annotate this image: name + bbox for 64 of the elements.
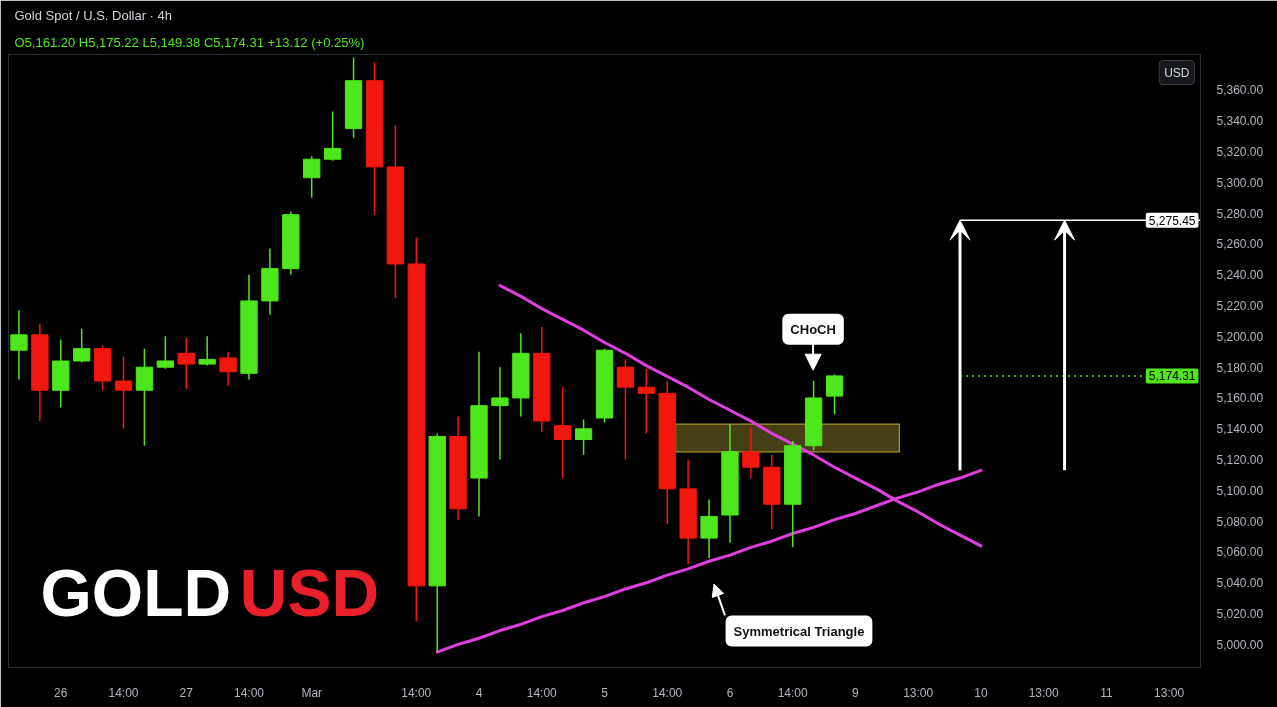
chart-title: Gold Spot / U.S. Dollar · 4h — [14, 7, 173, 23]
y-tick-label: 5,080.00 — [1216, 514, 1264, 529]
candlestick — [156, 335, 174, 370]
y-tick-label: 5,020.00 — [1216, 607, 1264, 622]
x-tick-label: 14:00 — [652, 685, 683, 700]
annotation: Symmetrical Triangle — [733, 623, 865, 639]
candlestick — [73, 327, 91, 364]
y-tick-label: 5,260.00 — [1216, 237, 1264, 252]
x-tick-label: 6 — [726, 685, 734, 700]
x-tick-label: 10 — [974, 685, 988, 700]
y-tick-label: 5,060.00 — [1216, 545, 1264, 560]
y-tick-label: 5,100.00 — [1216, 483, 1264, 498]
x-tick-label: 13:00 — [1028, 685, 1059, 700]
y-tick-label: 5,340.00 — [1216, 114, 1264, 129]
candlestick — [303, 155, 321, 199]
candlestick — [700, 498, 718, 559]
candlestick — [198, 335, 216, 367]
x-tick-label: 9 — [852, 685, 860, 700]
x-tick-label: 5 — [601, 685, 609, 700]
candlestick — [135, 347, 154, 447]
ref-line-label: 5,174.31 — [1148, 369, 1196, 384]
y-tick-label: 5,220.00 — [1216, 299, 1264, 314]
y-tick-label: 5,120.00 — [1216, 453, 1264, 468]
x-tick-label: 13:00 — [1154, 685, 1185, 700]
x-tick-label: 26 — [54, 685, 68, 700]
x-tick-label: 27 — [179, 685, 194, 700]
candlestick — [574, 418, 593, 456]
y-tick-label: 5,320.00 — [1216, 145, 1264, 160]
candlestick — [616, 358, 635, 461]
ref-line-label: 5,275.45 — [1148, 213, 1196, 228]
annotation: GOLD — [40, 555, 232, 630]
y-tick-label: 5,000.00 — [1216, 637, 1264, 652]
candlestick — [219, 351, 237, 387]
x-tick-label: 14:00 — [233, 685, 265, 700]
x-tick-label: Mar — [301, 685, 323, 700]
candlestick — [323, 110, 342, 162]
candlestick — [177, 337, 195, 390]
annotation: CHoCH — [790, 321, 836, 337]
y-tick-label: 5,300.00 — [1216, 175, 1264, 190]
candlestick — [742, 426, 760, 479]
candlestick — [637, 367, 655, 435]
y-tick-label: 5,180.00 — [1216, 360, 1264, 375]
y-axis-title: USD — [1164, 65, 1190, 80]
x-tick-label: 13:00 — [903, 685, 934, 700]
annotation: USD — [239, 555, 380, 630]
y-tick-label: 5,040.00 — [1216, 576, 1264, 591]
candlestick — [825, 373, 844, 416]
chart-subtitle: O5,161.20 H5,175.22 L5,149.38 C5,174.31 +13.12 (+0.25%) — [14, 34, 365, 50]
x-tick-label: 14:00 — [108, 685, 139, 700]
x-tick-label: 11 — [1100, 685, 1113, 700]
y-tick-label: 5,360.00 — [1216, 83, 1264, 98]
y-tick-label: 5,200.00 — [1216, 329, 1264, 344]
candlestick — [554, 386, 572, 479]
x-tick-label: 4 — [475, 685, 483, 700]
y-tick-label: 5,140.00 — [1216, 422, 1264, 437]
candlestick — [10, 309, 28, 381]
y-tick-label: 5,240.00 — [1216, 268, 1264, 283]
candlestick — [114, 355, 133, 430]
y-tick-label: 5,160.00 — [1216, 391, 1264, 406]
x-tick-label: 14:00 — [526, 685, 558, 700]
x-tick-label: 14:00 — [401, 685, 432, 700]
candlestick — [491, 366, 509, 461]
x-tick-label: 14:00 — [777, 685, 809, 700]
y-tick-label: 5,280.00 — [1216, 206, 1264, 221]
